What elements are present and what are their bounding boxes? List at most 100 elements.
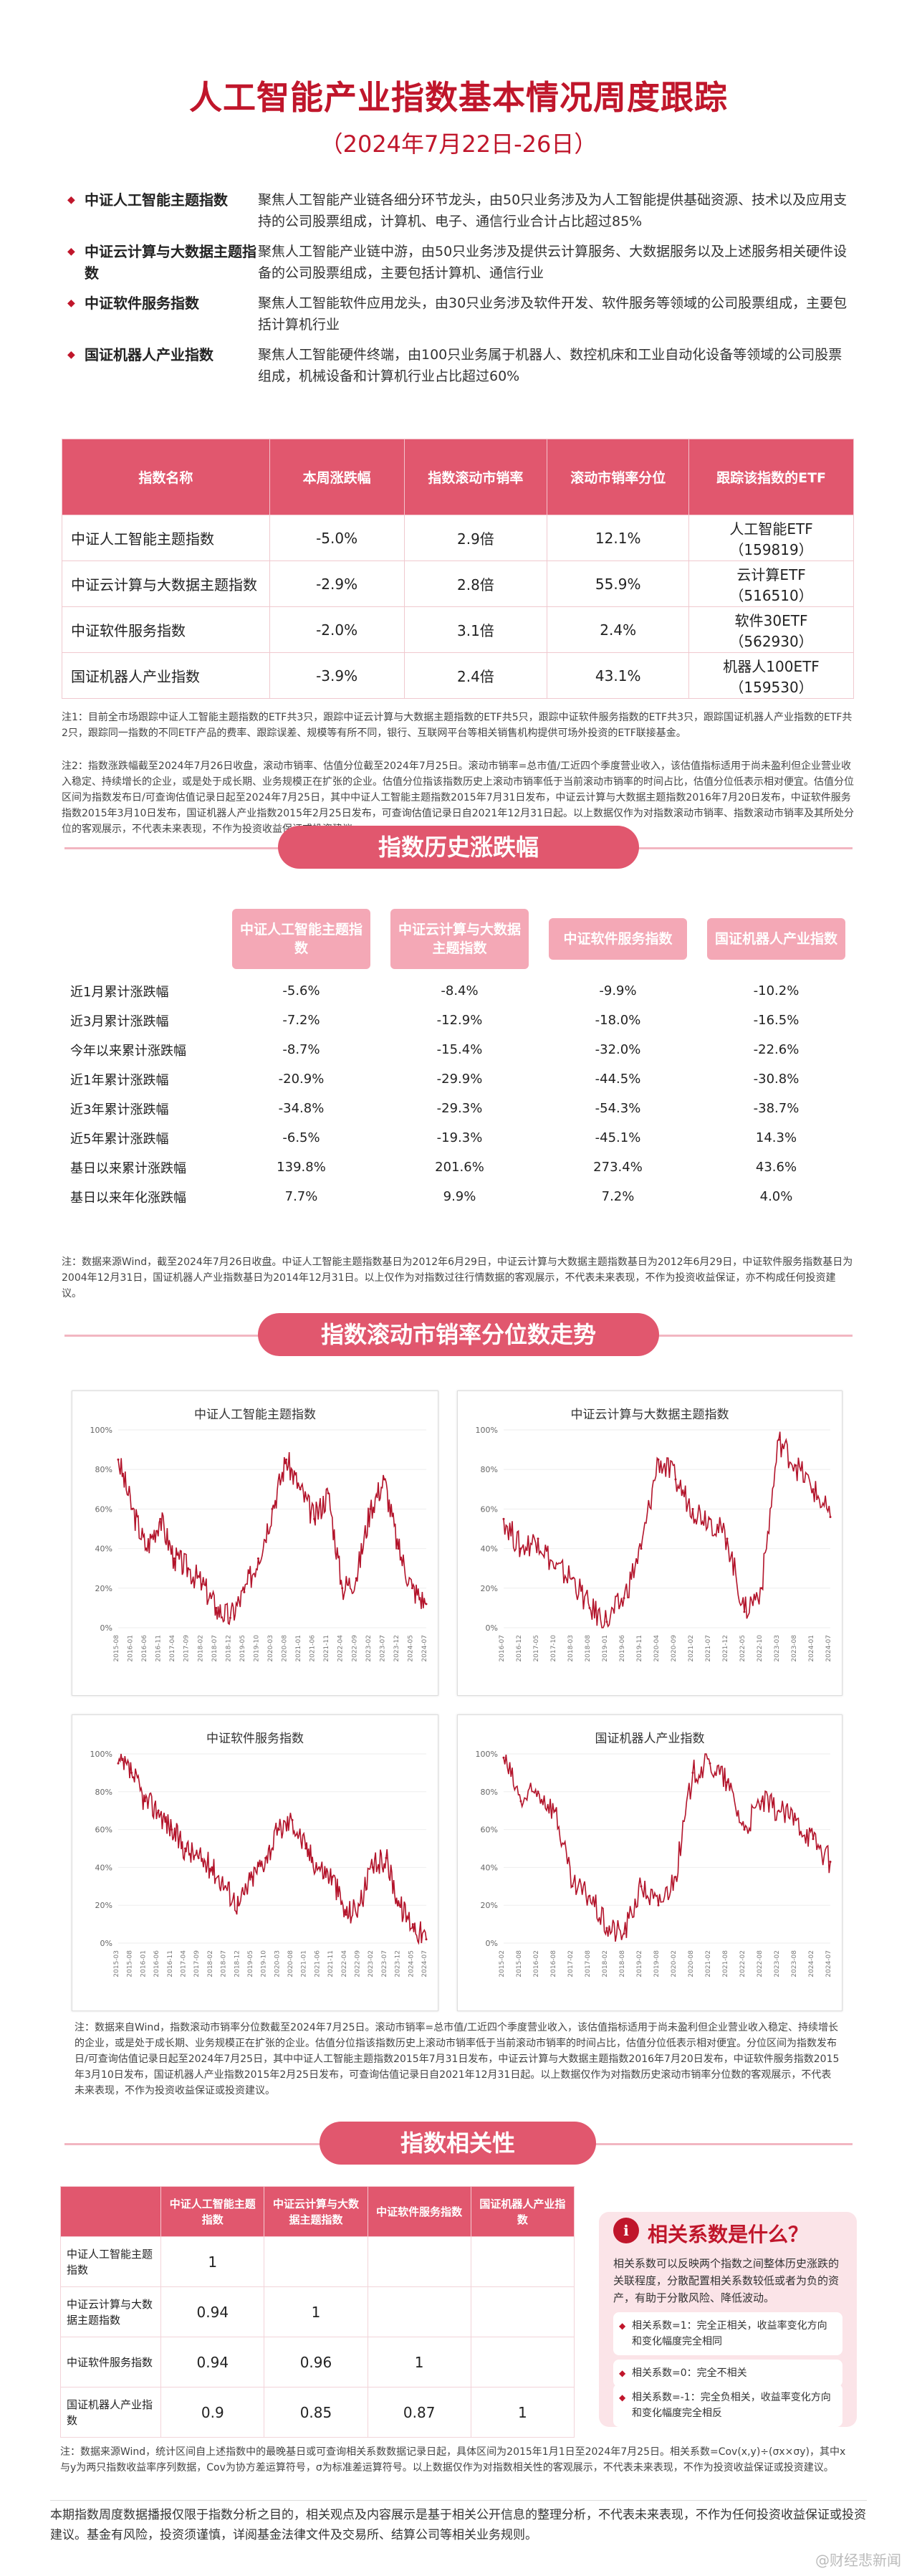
row-label: 今年以来累计涨跌幅 [64, 1035, 222, 1064]
x-tick-label: 2021-02 [688, 1635, 695, 1662]
data-point [130, 1771, 133, 1774]
x-tick-label: 2023-12 [393, 1635, 400, 1662]
table-row: 近1年累计涨跌幅 -20.9% -29.9% -44.5% -30.8% [64, 1064, 855, 1094]
x-tick-label: 2017-02 [567, 1950, 575, 1978]
data-point [313, 1517, 316, 1520]
data-point [398, 1904, 401, 1907]
intro-item-desc: 聚焦人工智能产业链各细分环节龙头，由50只业务涉及为人工智能提供基础资源、技术以… [258, 192, 848, 229]
x-tick-label: 2016-01 [128, 1635, 135, 1662]
correlation-value [264, 2236, 368, 2287]
history-value: -22.6% [697, 1035, 855, 1064]
data-point [345, 1913, 347, 1916]
row-label: 中证软件服务指数 [59, 2337, 162, 2387]
chart-card: 中证云计算与大数据主题指数 100% 80% 60% 40% 20% 0% 2016-07 2… [457, 1390, 842, 1696]
data-point [571, 1885, 574, 1888]
x-tick-label: 2015-02 [499, 1950, 506, 1978]
x-tick-label: 2021-12 [722, 1635, 729, 1662]
x-tick-label: 2021-08 [722, 1950, 729, 1978]
x-tick-label: 2023-07 [381, 1950, 388, 1978]
row-label: 中证人工智能主题指数 [59, 2236, 162, 2287]
history-value: 43.6% [697, 1153, 855, 1182]
y-tick-label: 40% [481, 1863, 498, 1872]
etf-cell: 人工智能ETF （159819） [688, 515, 854, 561]
data-point [117, 1762, 120, 1765]
history-value: -8.4% [380, 976, 539, 1006]
data-point [243, 1590, 246, 1593]
data-point [554, 1809, 557, 1812]
y-tick-label: 0% [486, 1623, 498, 1633]
y-tick-label: 80% [95, 1788, 112, 1797]
x-tick-label: 2016-11 [167, 1950, 174, 1978]
data-point [157, 1809, 160, 1812]
history-value: 7.7% [284, 1189, 318, 1204]
x-tick-label: 2024-02 [808, 1950, 815, 1978]
history-value: -32.0% [539, 1035, 697, 1064]
x-tick-label: 2016-02 [533, 1950, 540, 1978]
x-tick-label: 2021-01 [301, 1950, 308, 1978]
lightbulb-icon: ℹ [613, 2218, 639, 2243]
table-header-row: 指数名称 本周涨跌幅 指数滚动市销率 滚动市销率分位 跟踪该指数的ETF [62, 439, 854, 515]
data-point [173, 1557, 176, 1560]
x-tick-label: 2015-08 [516, 1950, 523, 1978]
history-value: -5.6% [222, 976, 380, 1006]
data-point [171, 1828, 173, 1831]
x-tick-label: 2022-04 [341, 1950, 348, 1978]
data-point [657, 1904, 660, 1907]
history-value: -7.2% [282, 1013, 320, 1028]
column-header: 中证云计算与大数据主题指数 [380, 902, 539, 976]
info-text: 相关系数可以反映两个指数之间整体历史涨跌的关联程度，分散配置相关系数较低或者为负… [613, 2257, 840, 2304]
data-point [187, 1567, 190, 1570]
table-row: 近3年累计涨跌幅 -34.8% -29.3% -54.3% -38.7% [64, 1094, 855, 1123]
x-tick-label: 2022-05 [739, 1635, 746, 1662]
column-header: 中证软件服务指数 [367, 2186, 471, 2237]
data-point [291, 1818, 294, 1821]
data-point [397, 1547, 400, 1550]
x-tick-label: 2016-06 [153, 1950, 160, 1978]
data-point [743, 1828, 746, 1831]
data-point [371, 1866, 374, 1869]
intro-item-desc: 聚焦人工智能软件应用龙头，由30只业务涉及软件开发、软件服务等领域的公司股票组成… [258, 295, 848, 333]
data-point [794, 1464, 797, 1467]
y-tick-label: 20% [481, 1901, 498, 1910]
data-point [215, 1606, 218, 1609]
x-tick-label: 2016-01 [140, 1950, 147, 1978]
data-point [159, 1517, 162, 1520]
y-tick-label: 0% [100, 1939, 112, 1948]
chart-title: 国证机器人产业指数 [595, 1732, 705, 1746]
row-label: 中证云计算与大数据主题指数 [59, 2286, 162, 2337]
weekly-change: -2.9% [269, 560, 405, 607]
chart-title: 中证云计算与大数据主题指数 [570, 1408, 729, 1422]
row-label: 国证机器人产业指数 [59, 2387, 162, 2438]
x-tick-label: 2024-07 [421, 1635, 428, 1662]
x-tick-label: 2019-02 [636, 1950, 643, 1978]
x-tick-label: 2020-02 [671, 1950, 678, 1978]
correlation-value: 1 [160, 2236, 265, 2287]
data-point [812, 1488, 815, 1491]
etf-cell: 云计算ETF （516510） [688, 560, 854, 607]
info-point: 相关系数=0：完全不相关 [613, 2360, 842, 2387]
table-row: 今年以来累计涨跌幅 -8.7% -15.4% -32.0% -22.6% [64, 1035, 855, 1064]
data-point [383, 1478, 385, 1481]
history-value: 9.9% [443, 1189, 476, 1204]
y-tick-label: 60% [95, 1826, 112, 1835]
x-tick-label: 2023-07 [379, 1635, 386, 1662]
y-tick-label: 80% [95, 1465, 112, 1474]
x-tick-label: 2018-12 [234, 1950, 241, 1978]
data-point [251, 1876, 254, 1879]
history-value: -9.9% [539, 976, 697, 1006]
info-title: 相关系数是什么？ [647, 2223, 808, 2246]
x-tick-label: 2021-06 [309, 1635, 317, 1662]
data-point [131, 1507, 134, 1510]
weekly-table: 指数名称 本周涨跌幅 指数滚动市销率 滚动市销率分位 跟踪该指数的ETF 中证人… [62, 439, 854, 699]
data-point [317, 1866, 320, 1869]
correlation-value [367, 2286, 471, 2337]
data-point [777, 1809, 780, 1812]
x-tick-label: 2016-12 [516, 1635, 523, 1662]
intro-item-name: 中证软件服务指数 [67, 292, 258, 335]
correlation-note: 注：数据来源Wind，统计区间自上述指数中的最晚基日或可查询相关系数数据记录日起… [60, 2446, 846, 2474]
x-tick-label: 2020-08 [282, 1635, 289, 1662]
data-point [502, 1517, 505, 1520]
row-label: 近3月累计涨跌幅 [70, 1013, 169, 1029]
data-point [145, 1547, 148, 1550]
